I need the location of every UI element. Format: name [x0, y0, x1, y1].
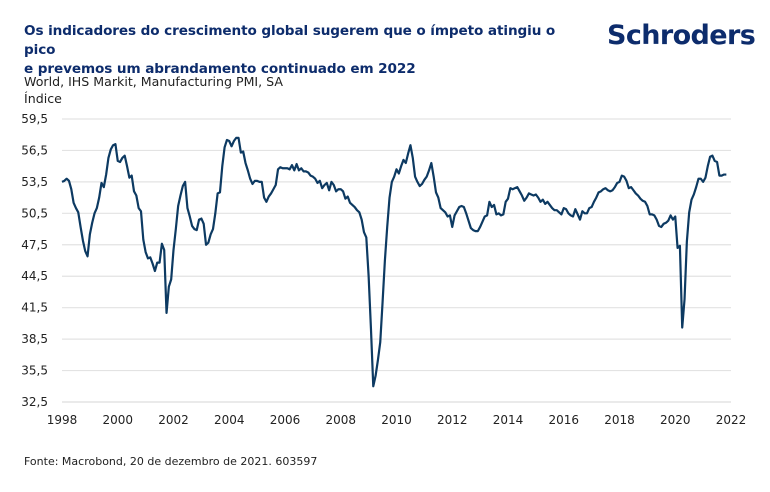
x-tick-label: 1998 — [47, 413, 78, 427]
chart-title-line-1: Os indicadores do crescimento global sug… — [24, 23, 556, 58]
x-tick-label: 2004 — [214, 413, 245, 427]
x-tick-label: 2020 — [660, 413, 691, 427]
x-tick-label: 2012 — [437, 413, 468, 427]
y-tick-label: 53,5 — [21, 175, 48, 189]
chart-title: Os indicadores do crescimento global sug… — [24, 22, 564, 79]
y-tick-label: 59,5 — [21, 112, 48, 126]
y-tick-label: 35,5 — [21, 364, 48, 378]
source-footnote: Fonte: Macrobond, 20 de dezembro de 2021… — [24, 455, 318, 468]
chart-title-line-2: e prevemos um abrandamento continuado em… — [24, 61, 416, 77]
x-axis-ticks: 1998 2000 2002 2004 2006 2008 2010 2012 2014 2016… — [47, 413, 747, 427]
y-tick-label: 32,5 — [21, 395, 48, 409]
x-tick-label: 2006 — [270, 413, 301, 427]
x-tick-label: 2008 — [325, 413, 356, 427]
x-tick-label: 2022 — [716, 413, 747, 427]
x-tick-label: 2014 — [493, 413, 524, 427]
gridlines — [62, 118, 731, 403]
y-tick-label: 41,5 — [21, 301, 48, 315]
y-tick-label: 44,5 — [21, 269, 48, 283]
y-tick-label: 38,5 — [21, 332, 48, 346]
x-tick-label: 2010 — [381, 413, 412, 427]
x-tick-label: 2018 — [604, 413, 635, 427]
y-axis-unit-label: Índice — [24, 91, 62, 106]
x-tick-label: 2000 — [102, 413, 133, 427]
series-description: World, IHS Markit, Manufacturing PMI, SA — [24, 74, 283, 89]
y-tick-label: 50,5 — [21, 206, 48, 220]
chart-subtitle: World, IHS Markit, Manufacturing PMI, SA… — [24, 73, 283, 107]
y-axis-ticks: 59,5 56,5 53,5 50,5 47,5 44,5 41,5 38,5 35,5 32,5 — [21, 112, 48, 409]
x-tick-label: 2002 — [158, 413, 189, 427]
pmi-series-line — [61, 136, 727, 388]
y-tick-label: 56,5 — [21, 143, 48, 157]
schroders-logo: Schroders — [607, 20, 756, 51]
x-tick-label: 2016 — [548, 413, 579, 427]
y-tick-label: 47,5 — [21, 238, 48, 252]
